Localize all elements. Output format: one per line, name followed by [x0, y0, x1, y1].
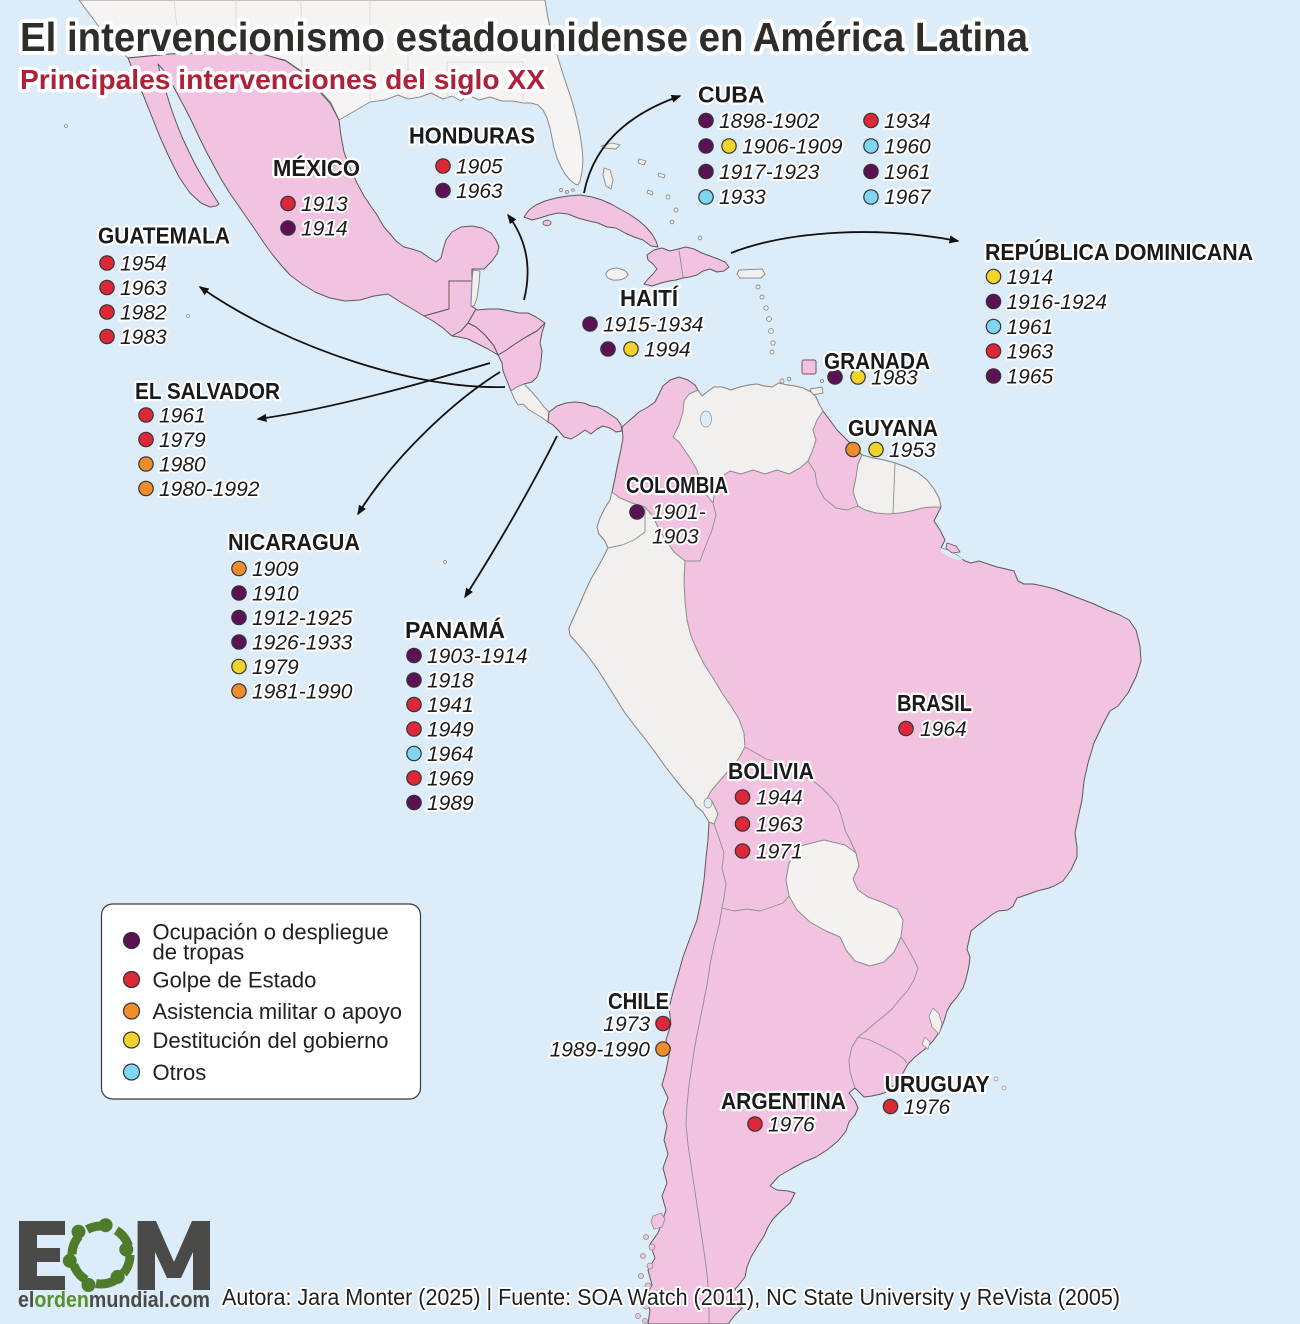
svg-text:1909: 1909	[252, 558, 299, 581]
svg-text:1913: 1913	[301, 193, 348, 216]
svg-text:CUBA: CUBA	[698, 82, 764, 108]
svg-text:GRANADA: GRANADA	[824, 348, 930, 374]
svg-text:1941: 1941	[427, 694, 474, 717]
svg-text:1901-: 1901-	[652, 501, 706, 524]
svg-text:Principales intervenciones del: Principales intervenciones del siglo XX	[20, 64, 545, 95]
svg-text:1976: 1976	[904, 1096, 951, 1119]
svg-text:1981-1990: 1981-1990	[252, 681, 353, 704]
svg-text:Asistencia militar o apoyo: Asistencia militar o apoyo	[153, 999, 402, 1024]
svg-text:1926-1933: 1926-1933	[252, 632, 353, 655]
svg-text:1934: 1934	[884, 110, 931, 133]
svg-text:1964: 1964	[920, 718, 967, 741]
svg-text:1905: 1905	[456, 156, 503, 179]
svg-text:ARGENTINA: ARGENTINA	[721, 1088, 846, 1114]
svg-text:URUGUAY: URUGUAY	[885, 1071, 990, 1097]
svg-text:1989: 1989	[427, 792, 474, 815]
svg-text:elordenmundial.com: elordenmundial.com	[18, 1287, 210, 1312]
svg-text:COLOMBIA: COLOMBIA	[626, 472, 728, 498]
svg-text:1933: 1933	[719, 186, 766, 209]
svg-text:1963: 1963	[1007, 341, 1054, 364]
svg-text:Autora: Jara Monter (2025) | F: Autora: Jara Monter (2025) | Fuente: SOA…	[222, 1284, 1120, 1310]
svg-text:1983: 1983	[871, 367, 918, 390]
svg-text:1983: 1983	[120, 326, 167, 349]
svg-text:BOLIVIA: BOLIVIA	[728, 758, 814, 784]
svg-text:1903: 1903	[652, 526, 699, 549]
svg-text:1915-1934: 1915-1934	[603, 314, 703, 337]
svg-text:1971: 1971	[756, 841, 803, 864]
svg-text:1980-1992: 1980-1992	[159, 478, 260, 501]
svg-text:GUYANA: GUYANA	[848, 415, 938, 441]
svg-text:EL SALVADOR: EL SALVADOR	[135, 378, 280, 404]
svg-text:Otros: Otros	[153, 1060, 207, 1085]
svg-text:1910: 1910	[252, 583, 299, 606]
svg-text:1912-1925: 1912-1925	[252, 607, 353, 630]
svg-text:1969: 1969	[427, 768, 474, 791]
svg-text:1914: 1914	[1007, 266, 1054, 289]
svg-text:1949: 1949	[427, 719, 474, 742]
svg-text:1903-1914: 1903-1914	[427, 645, 527, 668]
svg-text:BRASIL: BRASIL	[897, 690, 972, 716]
svg-text:1914: 1914	[301, 218, 348, 241]
svg-text:1963: 1963	[456, 180, 503, 203]
svg-text:1953: 1953	[889, 439, 936, 462]
svg-text:1979: 1979	[159, 429, 206, 452]
svg-text:de tropas: de tropas	[153, 940, 245, 965]
svg-text:PANAMÁ: PANAMÁ	[405, 616, 505, 643]
svg-text:1917-1923: 1917-1923	[719, 161, 820, 184]
svg-text:1898-1902: 1898-1902	[719, 110, 820, 133]
svg-text:1973: 1973	[603, 1013, 650, 1036]
svg-text:1960: 1960	[884, 136, 931, 159]
svg-text:REPÚBLICA DOMINICANA: REPÚBLICA DOMINICANA	[985, 238, 1253, 265]
svg-text:1979: 1979	[252, 656, 299, 679]
svg-text:1906-1909: 1906-1909	[742, 136, 843, 159]
svg-text:GUATEMALA: GUATEMALA	[98, 223, 230, 249]
svg-text:MÉXICO: MÉXICO	[273, 154, 360, 181]
svg-text:HAITÍ: HAITÍ	[620, 284, 679, 311]
svg-text:Destitución del gobierno: Destitución del gobierno	[153, 1028, 389, 1053]
svg-text:1965: 1965	[1007, 366, 1054, 389]
svg-text:1961: 1961	[884, 161, 931, 184]
svg-text:1944: 1944	[756, 787, 803, 810]
svg-text:1967: 1967	[884, 186, 932, 209]
svg-text:1980: 1980	[159, 454, 206, 477]
svg-text:Golpe de Estado: Golpe de Estado	[153, 968, 317, 993]
svg-text:HONDURAS: HONDURAS	[409, 123, 535, 149]
svg-text:1994: 1994	[644, 339, 691, 362]
svg-text:1918: 1918	[427, 670, 474, 693]
svg-text:1982: 1982	[120, 302, 167, 325]
svg-text:1989-1990: 1989-1990	[550, 1039, 651, 1062]
svg-text:1954: 1954	[120, 253, 167, 276]
svg-text:NICARAGUA: NICARAGUA	[228, 529, 360, 555]
svg-text:1916-1924: 1916-1924	[1007, 291, 1107, 314]
svg-text:1963: 1963	[120, 277, 167, 300]
svg-text:1963: 1963	[756, 814, 803, 837]
svg-text:1961: 1961	[1007, 316, 1054, 339]
svg-text:CHILE: CHILE	[608, 988, 669, 1014]
svg-text:1961: 1961	[159, 405, 206, 428]
svg-text:Ocupación o despliegue: Ocupación o despliegue	[153, 920, 389, 945]
svg-text:El intervencionismo estadounid: El intervencionismo estadounidense en Am…	[20, 14, 1029, 60]
svg-text:1964: 1964	[427, 743, 474, 766]
svg-text:1976: 1976	[768, 1114, 815, 1137]
